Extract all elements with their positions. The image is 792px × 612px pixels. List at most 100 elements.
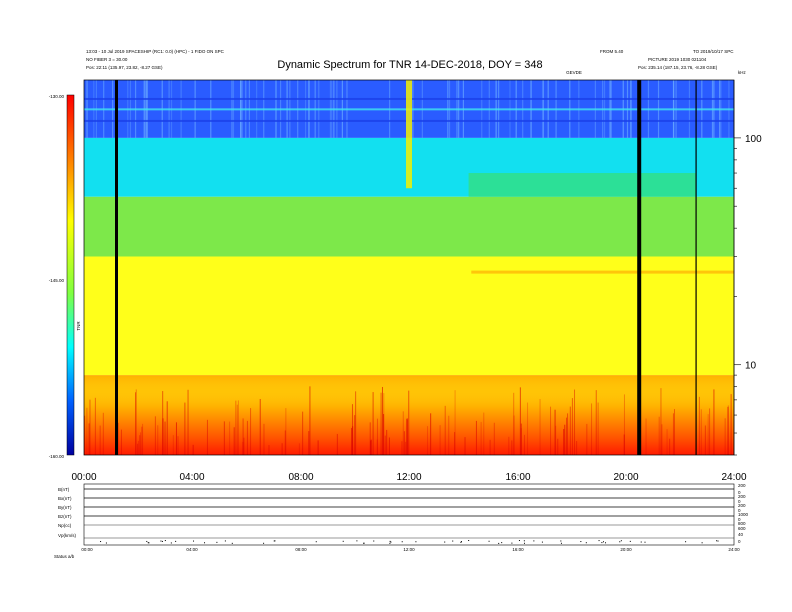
low-freq-streak bbox=[102, 412, 104, 455]
panel-point bbox=[193, 540, 195, 542]
low-freq-streak bbox=[566, 417, 568, 455]
low-freq-streak bbox=[117, 422, 119, 455]
low-freq-streak bbox=[713, 389, 715, 455]
panel-tick-4b: 0 bbox=[738, 517, 741, 522]
colorbar: -130.00 -145.00 -160.00 TNR bbox=[49, 94, 81, 459]
panel-point bbox=[717, 540, 719, 542]
low-freq-streak bbox=[242, 418, 244, 455]
low-freq-streak bbox=[388, 437, 390, 455]
header-left-line-2: NO FIBER 3 = 30.00 bbox=[86, 57, 128, 62]
panel-point bbox=[498, 542, 500, 544]
low-freq-streak bbox=[369, 422, 371, 455]
low-freq-streak bbox=[597, 402, 599, 455]
panel-tick-3b: 0 bbox=[738, 508, 741, 513]
low-freq-streak bbox=[120, 429, 122, 455]
panel-point bbox=[523, 540, 525, 542]
data-gap-0 bbox=[115, 80, 118, 455]
low-freq-streak bbox=[448, 415, 450, 455]
panel-tick-4a: 1000 bbox=[738, 512, 749, 517]
low-freq-streak bbox=[242, 441, 244, 455]
freq-unit-label: kHz bbox=[738, 70, 746, 75]
low-freq-streak bbox=[567, 413, 569, 455]
low-freq-streak bbox=[402, 411, 404, 455]
low-freq-streak bbox=[99, 425, 101, 455]
low-freq-streak bbox=[401, 441, 403, 455]
panel-point bbox=[701, 542, 703, 544]
lower-x-tick-16: 16:00 bbox=[512, 547, 524, 552]
chart-title: Dynamic Spectrum for TNR 14-DEC-2018, DO… bbox=[277, 59, 542, 71]
low-freq-streak bbox=[508, 436, 510, 455]
x-tick-label-08: 08:00 bbox=[288, 472, 313, 483]
low-freq-streak bbox=[550, 406, 552, 455]
panel-point bbox=[216, 541, 218, 543]
low-freq-streak bbox=[259, 399, 261, 455]
low-freq-streak bbox=[235, 400, 237, 455]
low-freq-streak bbox=[184, 402, 186, 455]
panel-tick-5b: 600 bbox=[738, 526, 746, 531]
low-freq-streak bbox=[493, 422, 495, 455]
low-freq-streak bbox=[669, 438, 671, 455]
panel-point bbox=[146, 540, 148, 542]
low-freq-streak bbox=[439, 425, 441, 455]
panel-point bbox=[373, 540, 375, 542]
band-shift-segment bbox=[468, 173, 697, 197]
frequency-band-3 bbox=[84, 256, 734, 376]
low-freq-streak bbox=[309, 386, 311, 455]
low-freq-streak bbox=[243, 437, 245, 455]
low-freq-streak bbox=[302, 411, 304, 455]
x-tick-label-24: 24:00 bbox=[721, 472, 746, 483]
colorbar-tick-top: -130.00 bbox=[49, 94, 65, 99]
panel-point bbox=[716, 540, 718, 542]
panel-point bbox=[644, 541, 646, 543]
low-freq-streak bbox=[172, 435, 174, 455]
panel-point bbox=[363, 542, 365, 544]
low-freq-streak bbox=[370, 439, 372, 455]
colorbar-scale bbox=[66, 94, 75, 456]
panel-tick-2a: 200 bbox=[738, 494, 746, 499]
low-freq-streak bbox=[672, 413, 674, 455]
frequency-band-2 bbox=[84, 196, 734, 257]
low-freq-streak bbox=[380, 392, 382, 455]
panel-point bbox=[533, 540, 535, 542]
low-freq-streak bbox=[454, 390, 456, 455]
status-label: Status a/b bbox=[54, 554, 75, 559]
panel-point bbox=[601, 542, 603, 544]
panel-label-2: Bx(nT) bbox=[58, 496, 72, 501]
low-freq-streak bbox=[730, 394, 732, 455]
low-freq-streak bbox=[187, 389, 189, 455]
low-freq-streak bbox=[523, 434, 525, 455]
low-freq-streak bbox=[386, 429, 388, 455]
low-freq-streak bbox=[383, 414, 385, 455]
x-tick-label-12: 12:00 bbox=[396, 472, 421, 483]
low-freq-streak bbox=[94, 397, 96, 455]
header-right-line-1: FROM 5.40 bbox=[600, 49, 624, 54]
low-freq-streak bbox=[464, 437, 466, 455]
panel-point bbox=[161, 540, 163, 542]
panel-tick-5a: 800 bbox=[738, 521, 746, 526]
low-freq-streak bbox=[709, 408, 711, 455]
low-freq-streak bbox=[246, 420, 248, 455]
low-freq-streak bbox=[483, 412, 485, 455]
low-freq-streak bbox=[623, 394, 625, 455]
low-freq-streak bbox=[284, 430, 286, 455]
panel-point bbox=[389, 542, 391, 544]
lower-panels-frame bbox=[83, 483, 735, 546]
low-freq-streak bbox=[704, 425, 706, 455]
low-freq-streak bbox=[308, 431, 310, 455]
low-freq-streak bbox=[574, 389, 576, 455]
low-freq-streak bbox=[86, 407, 88, 455]
low-freq-streak bbox=[513, 392, 515, 455]
low-freq-streak bbox=[724, 418, 726, 455]
lower-x-tick-12: 12:00 bbox=[403, 547, 415, 552]
panel-point bbox=[452, 540, 454, 542]
low-freq-streak bbox=[623, 434, 625, 455]
midday-emission bbox=[406, 80, 412, 189]
panel-point bbox=[273, 540, 275, 542]
low-freq-streak bbox=[403, 431, 405, 455]
panel-label-6: Vp(km/s) bbox=[58, 533, 77, 538]
low-freq-streak bbox=[569, 406, 571, 455]
x-tick-label-00: 00:00 bbox=[71, 472, 96, 483]
panel-point bbox=[100, 541, 102, 543]
x-tick-label-04: 04:00 bbox=[179, 472, 204, 483]
panel-point bbox=[390, 541, 392, 543]
